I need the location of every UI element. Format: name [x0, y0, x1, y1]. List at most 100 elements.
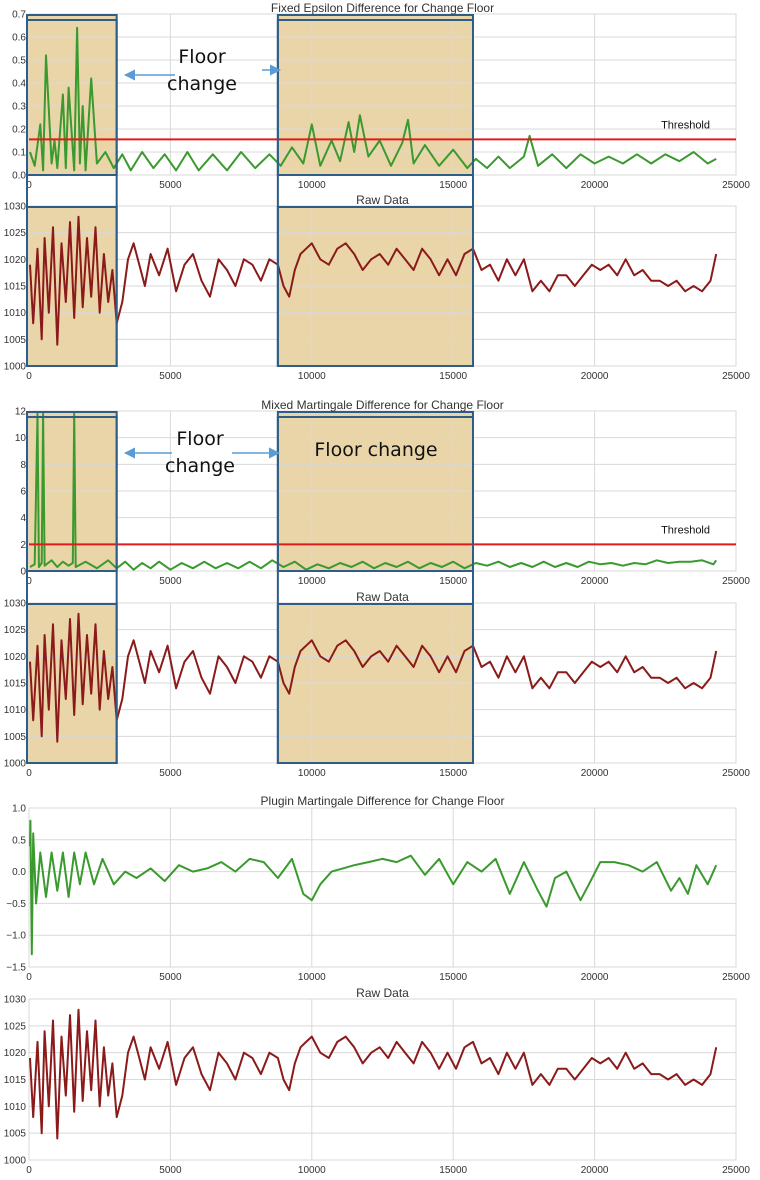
chart-panels: 0 5000 10000 15000 20000 250000.00.10.20.30.4…	[4, 1, 751, 1176]
y-tick-label: 1030	[4, 995, 27, 1006]
x-tick-label: 0	[26, 1165, 32, 1176]
y-tick-label: 1030	[4, 599, 27, 610]
chart-panel-1: 0 5000 10000 15000 20000 25000 0.0 0.1 0.2 0.3 0.4…	[12, 1, 750, 191]
floor-change-box-1-2	[276, 19, 474, 367]
y-tick-label: 1010	[4, 308, 27, 319]
floor-change-label-middle-line1: Floor	[176, 428, 223, 450]
x-tick-label: 20000	[581, 972, 609, 983]
x-tick-label: 20000	[581, 180, 609, 191]
chart-panel-6: 0 5000 10000 15000 20000 25000 1000 1005 1010 101…	[4, 986, 751, 1176]
x-tick-label: 0	[26, 972, 32, 983]
chart-panel-4: 0 5000 10000 15000 20000 25000 1000 1005 1010 101…	[4, 590, 751, 779]
y-tick-label: 1015	[4, 282, 27, 293]
floor-change-label-top-line2: change	[167, 73, 237, 95]
y-tick-label: 4	[20, 513, 26, 524]
floor-change-region-1	[27, 14, 117, 175]
y-tick-label: 1010	[4, 1102, 27, 1113]
x-tick-label: 5000	[159, 371, 182, 382]
y-tick-label: 1000	[4, 1156, 27, 1167]
x-tick-label: 10000	[298, 371, 326, 382]
floor-change-region-2	[277, 14, 473, 175]
x-tick-label: 15000	[439, 576, 467, 587]
x-tick-label: 5000	[159, 768, 182, 779]
x-tick-label: 0	[26, 180, 32, 191]
y-tick-label: 0.3	[12, 102, 26, 113]
floor-change-box-2-2	[276, 416, 474, 764]
y-tick-label: 1020	[4, 652, 27, 663]
x-tick-label: 10000	[298, 768, 326, 779]
chart-panel-2: 0 5000 10000 15000 20000 25000 1000 1005 1010 101…	[4, 193, 751, 382]
x-tick-label: 10000	[298, 972, 326, 983]
y-tick-label: 0.6	[12, 33, 26, 44]
x-tick-label: 10000	[298, 1165, 326, 1176]
chart-title: Raw Data	[356, 590, 409, 604]
x-tick-label: 25000	[722, 768, 750, 779]
chart-title: Mixed Martingale Difference for Change F…	[261, 398, 504, 412]
x-tick-label: 15000	[439, 371, 467, 382]
series-line-1	[29, 819, 718, 956]
y-tick-label: 0.5	[12, 835, 26, 846]
plot-area	[28, 807, 737, 968]
x-tick-label: 20000	[581, 371, 609, 382]
y-tick-label: 1005	[4, 732, 27, 743]
series-line-1	[29, 215, 718, 346]
x-tick-label: 25000	[722, 1165, 750, 1176]
x-tick-label: 5000	[159, 1165, 182, 1176]
x-tick-label: 0	[26, 576, 32, 587]
x-tick-label: 15000	[439, 768, 467, 779]
floor-change-box-1-1	[26, 19, 118, 367]
chart-title: Raw Data	[356, 986, 409, 1000]
x-tick-label: 20000	[581, 576, 609, 587]
y-tick-label: 0.5	[12, 56, 26, 67]
series-line-1	[29, 612, 718, 743]
y-tick-label: −0.5	[6, 899, 26, 910]
x-tick-label: 15000	[439, 180, 467, 191]
x-tick-label: 25000	[722, 371, 750, 382]
chart-panel-5: 0 5000 10000 15000 20000 25000 −1.5 −1.0 −0.5 0.0…	[6, 794, 750, 983]
x-tick-label: 20000	[581, 1165, 609, 1176]
x-tick-label: 15000	[439, 1165, 467, 1176]
floor-change-arrows	[123, 64, 282, 459]
y-tick-label: 1030	[4, 202, 27, 213]
x-tick-label: 0	[26, 768, 32, 779]
y-tick-label: 1000	[4, 759, 27, 770]
floor-change-label-middle-line2: change	[165, 455, 235, 477]
x-tick-label: 5000	[159, 180, 182, 191]
series-line-1	[29, 1008, 718, 1140]
x-tick-label: 20000	[581, 768, 609, 779]
y-tick-label: −1.0	[6, 931, 26, 942]
x-tick-label: 15000	[439, 972, 467, 983]
floor-change-label-top-line1: Floor	[178, 46, 225, 68]
x-tick-label: 10000	[298, 576, 326, 587]
x-tick-label: 5000	[159, 972, 182, 983]
y-tick-label: 10	[15, 433, 27, 444]
y-tick-label: 1025	[4, 1021, 27, 1032]
chart-panel-3: 0 5000 10000 15000 20000 25000 0 2 4 6 8 10 12 Thresh…	[15, 398, 750, 587]
y-tick-label: 1.0	[12, 804, 26, 815]
y-tick-label: 1020	[4, 1048, 27, 1059]
y-tick-label: 1025	[4, 228, 27, 239]
x-tick-label: 25000	[722, 576, 750, 587]
y-tick-label: 0.0	[12, 867, 26, 878]
chart-title: Raw Data	[356, 193, 409, 207]
y-tick-label: 1005	[4, 1129, 27, 1140]
threshold-label: Threshold	[661, 119, 710, 131]
y-tick-label: 0	[20, 567, 26, 578]
y-tick-label: 1015	[4, 679, 27, 690]
y-tick-label: 0.0	[12, 171, 26, 182]
y-tick-label: 12	[15, 407, 27, 418]
floor-change-box-label: Floor change	[314, 439, 437, 461]
y-tick-label: 1010	[4, 705, 27, 716]
chart-title: Plugin Martingale Difference for Change …	[261, 794, 505, 808]
y-tick-label: 0.1	[12, 148, 26, 159]
y-tick-label: −1.5	[6, 963, 26, 974]
x-tick-label: 25000	[722, 972, 750, 983]
y-tick-label: 6	[20, 487, 26, 498]
y-tick-label: 8	[20, 460, 26, 471]
floor-change-box-2-1	[26, 416, 118, 764]
series-line-1	[29, 412, 718, 571]
x-tick-label: 10000	[298, 180, 326, 191]
y-tick-label: 1015	[4, 1075, 27, 1086]
chart-title: Fixed Epsilon Difference for Change Floo…	[271, 1, 494, 15]
